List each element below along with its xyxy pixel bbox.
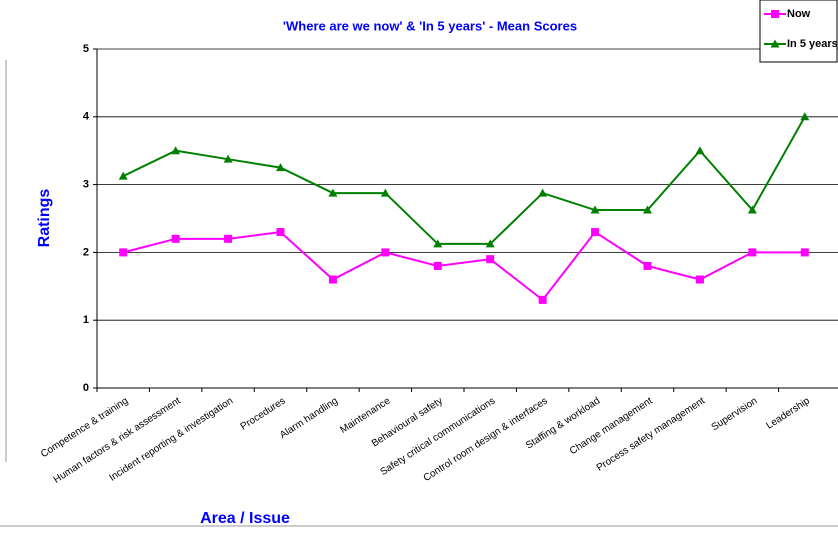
marker: [771, 10, 779, 18]
chart-title: 'Where are we now' & 'In 5 years' - Mean…: [283, 18, 577, 33]
y-tick-label: 0: [83, 382, 89, 394]
series-line: [122, 116, 806, 245]
marker: [328, 275, 337, 284]
x-tick-label: Supervision: [710, 396, 760, 434]
x-tick-label: Leadership: [764, 395, 812, 431]
marker: [433, 239, 443, 248]
legend-label: Now: [787, 8, 811, 20]
marker: [380, 188, 390, 197]
y-axis-label: Ratings: [36, 189, 53, 248]
marker: [747, 205, 757, 214]
marker: [538, 188, 548, 197]
marker: [590, 205, 600, 214]
marker: [224, 234, 233, 243]
marker: [591, 228, 600, 237]
marker: [800, 112, 810, 121]
y-tick-label: 4: [83, 111, 90, 123]
legend-label: In 5 years: [787, 38, 838, 50]
x-tick-label: Process safety management: [595, 395, 707, 473]
marker: [119, 248, 128, 257]
marker: [381, 248, 390, 257]
marker: [770, 39, 780, 48]
marker: [800, 248, 809, 257]
marker: [485, 239, 495, 248]
y-tick-label: 2: [83, 246, 89, 258]
series-line: [122, 230, 805, 302]
marker: [538, 295, 547, 304]
marker: [486, 255, 495, 264]
marker: [328, 188, 338, 197]
x-tick-label: Alarm handling: [278, 396, 340, 442]
marker: [276, 228, 285, 237]
marker: [118, 171, 128, 180]
marker: [433, 261, 442, 270]
marker: [695, 146, 705, 155]
marker: [643, 205, 652, 214]
x-tick-label: Competence & training: [39, 396, 130, 461]
marker: [643, 261, 652, 270]
marker: [276, 163, 285, 172]
y-tick-label: 5: [83, 43, 89, 55]
x-axis-label: Area / Issue: [200, 510, 290, 527]
marker: [748, 248, 757, 257]
x-tick-label: Procedures: [239, 396, 288, 433]
y-tick-label: 3: [83, 179, 89, 191]
marker: [171, 146, 181, 155]
marker: [171, 234, 180, 243]
marker: [695, 275, 704, 284]
marker: [223, 154, 233, 163]
y-tick-label: 1: [83, 314, 89, 326]
